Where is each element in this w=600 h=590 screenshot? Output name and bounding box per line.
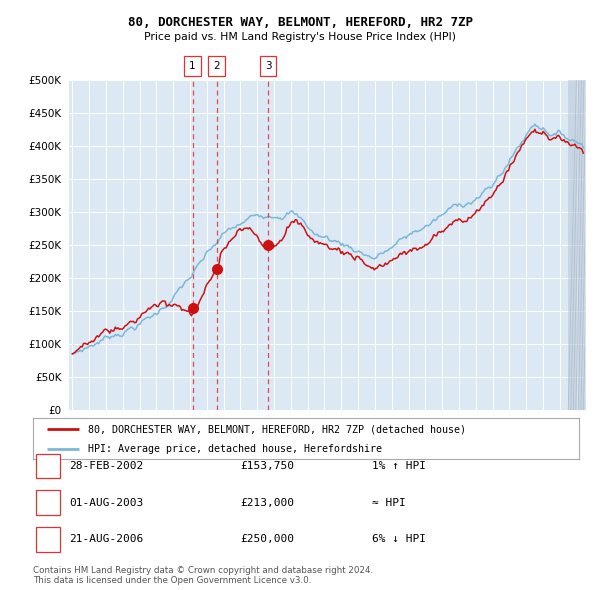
Text: 1: 1 <box>44 461 52 471</box>
Text: This data is licensed under the Open Government Licence v3.0.: This data is licensed under the Open Gov… <box>33 576 311 585</box>
Text: Price paid vs. HM Land Registry's House Price Index (HPI): Price paid vs. HM Land Registry's House … <box>144 32 456 41</box>
Text: 3: 3 <box>265 61 271 71</box>
Text: 2: 2 <box>44 498 52 507</box>
Text: 6% ↓ HPI: 6% ↓ HPI <box>372 535 426 544</box>
Text: 01-AUG-2003: 01-AUG-2003 <box>69 498 143 507</box>
Text: £250,000: £250,000 <box>240 535 294 544</box>
Text: 1% ↑ HPI: 1% ↑ HPI <box>372 461 426 471</box>
Text: HPI: Average price, detached house, Herefordshire: HPI: Average price, detached house, Here… <box>88 444 382 454</box>
Text: 28-FEB-2002: 28-FEB-2002 <box>69 461 143 471</box>
Text: 1: 1 <box>189 61 196 71</box>
Text: 3: 3 <box>44 535 52 544</box>
Text: £153,750: £153,750 <box>240 461 294 471</box>
Text: 80, DORCHESTER WAY, BELMONT, HEREFORD, HR2 7ZP (detached house): 80, DORCHESTER WAY, BELMONT, HEREFORD, H… <box>88 424 466 434</box>
Text: 21-AUG-2006: 21-AUG-2006 <box>69 535 143 544</box>
Text: £213,000: £213,000 <box>240 498 294 507</box>
Text: 2: 2 <box>213 61 220 71</box>
Text: ≈ HPI: ≈ HPI <box>372 498 406 507</box>
Text: 80, DORCHESTER WAY, BELMONT, HEREFORD, HR2 7ZP: 80, DORCHESTER WAY, BELMONT, HEREFORD, H… <box>128 16 473 29</box>
Text: Contains HM Land Registry data © Crown copyright and database right 2024.: Contains HM Land Registry data © Crown c… <box>33 566 373 575</box>
